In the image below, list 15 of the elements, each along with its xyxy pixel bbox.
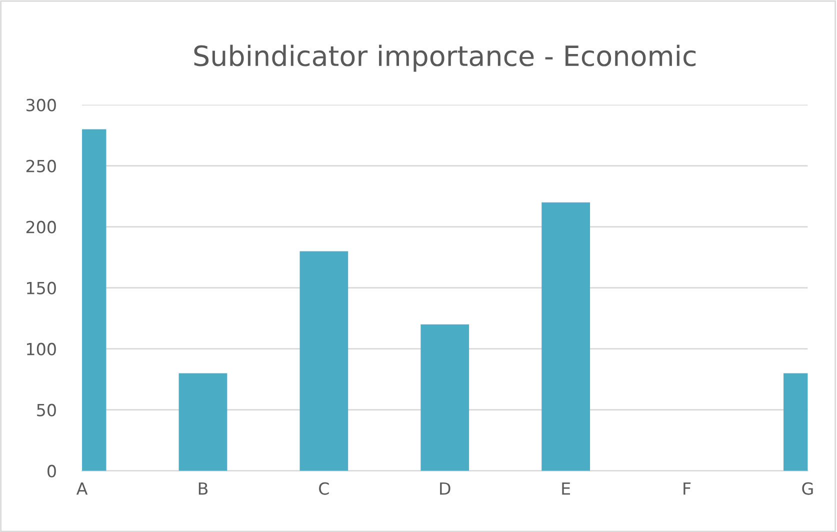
y-tick-label: 150	[27, 282, 56, 294]
y-tick-label: 50	[37, 404, 56, 416]
x-tick-label: A	[76, 482, 88, 495]
x-tick-label: F	[684, 482, 691, 495]
y-tick-label: 100	[27, 342, 56, 356]
x-tick-label: C	[319, 482, 329, 495]
y-tick-label: 200	[26, 220, 56, 234]
x-tick-label: B	[198, 482, 208, 495]
chart-title: Subindicator importance - Economic	[194, 44, 696, 72]
x-tick-label: E	[562, 482, 570, 495]
y-tick-label: 300	[26, 98, 56, 112]
x-tick-label: G	[802, 482, 813, 495]
x-tick-label: D	[440, 482, 450, 495]
y-tick-label: 0	[48, 464, 56, 478]
y-tick-label: 250	[26, 160, 56, 172]
